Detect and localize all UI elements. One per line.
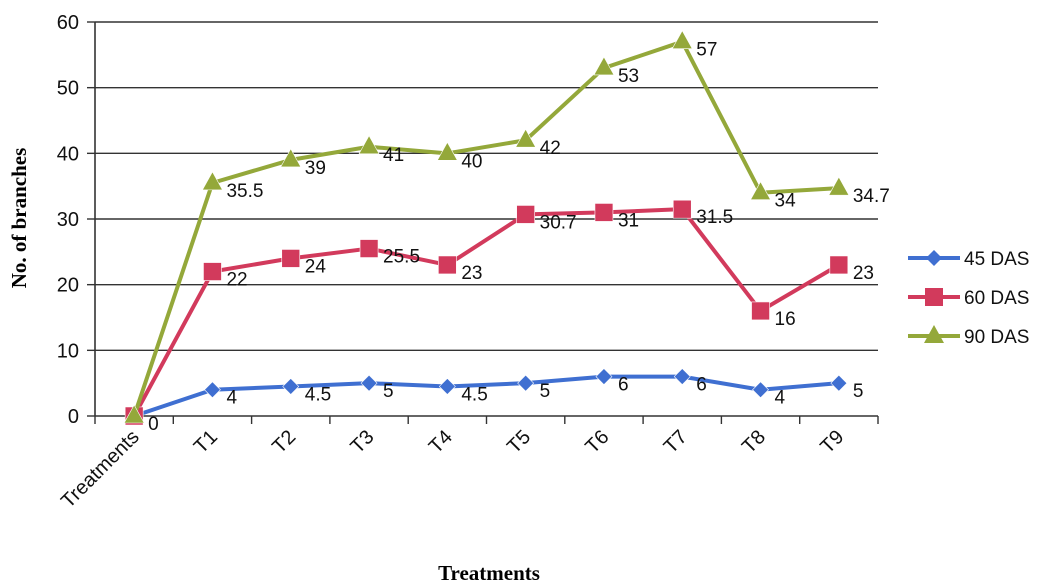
legend: 45 DAS 60 DAS 90 DAS bbox=[908, 249, 1029, 348]
legend-marker bbox=[924, 325, 944, 343]
data-label: 57 bbox=[696, 40, 717, 61]
data-label: 22 bbox=[226, 270, 247, 291]
x-tick-label: T4 bbox=[425, 426, 457, 458]
data-label: 23 bbox=[461, 263, 482, 284]
series-45-das bbox=[125, 368, 848, 425]
data-label: 53 bbox=[618, 66, 639, 87]
x-tick-label: T9 bbox=[816, 426, 848, 458]
data-point bbox=[436, 141, 458, 161]
legend-item: 45 DAS bbox=[908, 249, 1029, 270]
legend-label: 90 DAS bbox=[964, 327, 1029, 348]
series-60-das bbox=[124, 199, 849, 426]
x-tick-label: T3 bbox=[347, 426, 379, 458]
data-point bbox=[438, 378, 456, 395]
x-tick-label: T6 bbox=[581, 426, 613, 458]
x-tick-label: T7 bbox=[660, 426, 692, 458]
data-point bbox=[751, 301, 770, 321]
data-point bbox=[201, 171, 223, 191]
data-point bbox=[829, 255, 849, 275]
data-point bbox=[515, 128, 537, 148]
series-line bbox=[132, 39, 839, 417]
axes bbox=[87, 21, 879, 424]
data-label: 4 bbox=[775, 388, 786, 409]
x-tick-label: T2 bbox=[268, 426, 300, 458]
data-point bbox=[204, 381, 221, 399]
legend-item: 60 DAS bbox=[908, 288, 1029, 309]
data-label: 16 bbox=[775, 309, 796, 330]
data-label: 39 bbox=[305, 158, 326, 179]
data-label: 23 bbox=[853, 263, 874, 284]
data-point bbox=[671, 30, 693, 49]
data-label: 6 bbox=[696, 375, 707, 396]
data-label: 34.7 bbox=[853, 186, 890, 207]
data-label: 31 bbox=[618, 210, 639, 231]
series-line bbox=[133, 374, 840, 418]
data-point bbox=[828, 176, 850, 196]
legend-marker bbox=[926, 250, 942, 266]
data-point bbox=[360, 374, 378, 392]
data-label: 35.5 bbox=[226, 181, 263, 202]
data-label: 4 bbox=[226, 388, 237, 409]
y-tick-labels: 0 10 20 30 40 50 60 bbox=[57, 12, 79, 428]
y-tick-label: 30 bbox=[57, 209, 79, 231]
data-point bbox=[358, 135, 380, 155]
data-point bbox=[438, 255, 457, 275]
data-label: 25.5 bbox=[383, 247, 420, 268]
legend-label: 60 DAS bbox=[964, 288, 1029, 309]
x-tick-label: T8 bbox=[738, 426, 770, 458]
data-label: 30.7 bbox=[540, 212, 577, 233]
data-label: 6 bbox=[618, 375, 629, 396]
y-tick-label: 0 bbox=[68, 406, 79, 428]
legend-marker bbox=[925, 288, 943, 306]
data-point bbox=[516, 205, 535, 224]
data-point bbox=[203, 262, 222, 281]
series-90-das bbox=[123, 30, 850, 424]
gridlines bbox=[95, 21, 878, 352]
data-point bbox=[830, 374, 848, 392]
data-label: 41 bbox=[383, 145, 404, 166]
y-tick-label: 60 bbox=[57, 12, 79, 34]
y-tick-label: 20 bbox=[57, 275, 79, 297]
x-tick-label: T5 bbox=[503, 426, 535, 458]
data-point bbox=[593, 56, 615, 76]
data-point bbox=[673, 368, 691, 386]
data-label: 24 bbox=[305, 256, 327, 277]
data-point bbox=[517, 374, 535, 392]
data-label: 4.5 bbox=[461, 384, 487, 405]
data-point bbox=[752, 381, 769, 399]
data-label: 40 bbox=[461, 151, 482, 172]
series-line bbox=[132, 207, 840, 417]
data-point bbox=[359, 239, 379, 258]
data-label: 5 bbox=[853, 381, 864, 402]
data-point bbox=[282, 378, 300, 395]
data-label: 4.5 bbox=[305, 384, 331, 405]
data-point bbox=[750, 181, 772, 201]
y-axis-title: No. of branches bbox=[7, 148, 31, 289]
data-label: 31.5 bbox=[696, 207, 733, 228]
y-tick-label: 50 bbox=[57, 78, 79, 100]
data-label: 34 bbox=[775, 191, 797, 212]
x-tick-label: Treatments bbox=[57, 426, 144, 513]
data-point bbox=[123, 404, 145, 424]
legend-label: 45 DAS bbox=[964, 249, 1029, 270]
x-axis-title: Treatments bbox=[438, 561, 540, 585]
data-label: 0 bbox=[148, 414, 159, 435]
x-tick-labels: Treatments T1 T2 T3 T4 T5 T6 T7 T8 T9 bbox=[57, 426, 848, 513]
data-labels: 4 4.5 5 4.5 5 6 6 4 5 22 24 25.5 23 30.7 31 31.5 16 23 0 35… bbox=[148, 40, 890, 435]
x-tick-label: T1 bbox=[190, 426, 222, 458]
data-label: 42 bbox=[540, 138, 561, 159]
data-label: 5 bbox=[540, 381, 551, 402]
y-tick-label: 10 bbox=[57, 340, 79, 362]
legend-item: 90 DAS bbox=[908, 325, 1029, 348]
data-label: 5 bbox=[383, 381, 394, 402]
data-point bbox=[595, 368, 613, 386]
y-tick-label: 40 bbox=[57, 143, 79, 165]
data-point bbox=[281, 249, 301, 268]
data-point bbox=[280, 148, 302, 168]
data-point bbox=[594, 203, 614, 222]
series-group bbox=[123, 30, 850, 426]
data-point bbox=[672, 199, 692, 219]
